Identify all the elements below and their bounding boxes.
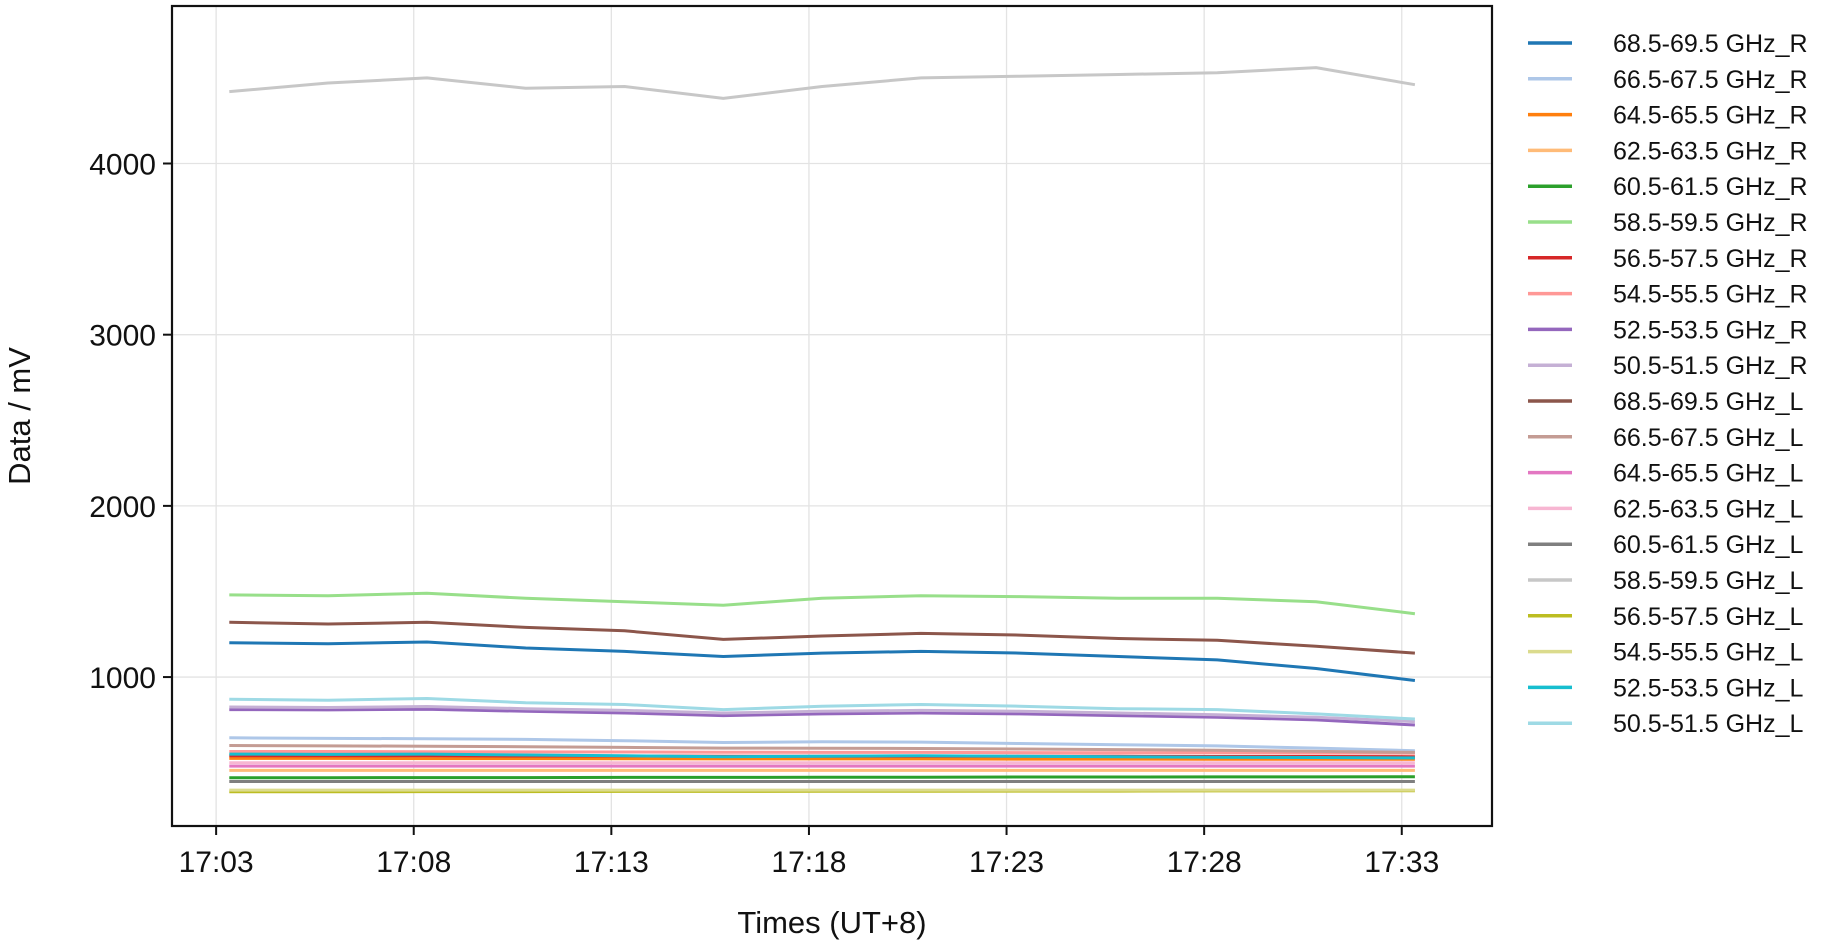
x-tick-label: 17:23 [969, 846, 1044, 879]
legend-label: 68.5-69.5 GHz_L [1613, 388, 1803, 416]
x-tick-label: 17:28 [1167, 846, 1242, 879]
x-tick-label: 17:33 [1364, 846, 1439, 879]
series-line [229, 66, 1416, 100]
legend-label: 66.5-67.5 GHz_R [1613, 66, 1808, 94]
series-line [229, 775, 1415, 780]
y-axis-label: Data / mV [2, 347, 37, 485]
legend-label: 64.5-65.5 GHz_L [1613, 460, 1803, 488]
x-tick-label: 17:13 [574, 846, 649, 879]
series-line [229, 752, 1415, 760]
series-line [229, 744, 1415, 754]
series-line [229, 756, 1415, 761]
y-tick-label: 3000 [89, 320, 156, 353]
legend-label: 50.5-51.5 GHz_L [1613, 710, 1803, 738]
y-tick-label: 1000 [89, 662, 156, 695]
legend-label: 60.5-61.5 GHz_L [1613, 531, 1803, 559]
legend-label: 54.5-55.5 GHz_R [1613, 281, 1808, 309]
series-line [229, 707, 1415, 727]
plot-frame [170, 4, 1494, 828]
series-lines [229, 66, 1416, 794]
legend: 68.5-69.5 GHz_R 66.5-67.5 GHz_R 64.5-65.5 … [1528, 30, 1808, 738]
series-line [229, 750, 1415, 755]
series-line [229, 705, 1415, 724]
legend-label: 62.5-63.5 GHz_R [1613, 137, 1808, 165]
series-line [229, 736, 1415, 753]
y-axis-ticks: 1000 2000 3000 4000 [89, 148, 172, 695]
grid [172, 6, 1492, 826]
legend-label: 54.5-55.5 GHz_L [1613, 639, 1803, 667]
legend-label: 52.5-53.5 GHz_R [1613, 316, 1808, 344]
legend-label: 58.5-59.5 GHz_R [1613, 209, 1808, 237]
legend-label: 52.5-53.5 GHz_L [1613, 674, 1803, 702]
series-line [229, 640, 1416, 682]
legend-label: 64.5-65.5 GHz_R [1613, 102, 1808, 130]
legend-label: 56.5-57.5 GHz_L [1613, 603, 1803, 631]
x-axis-label: Times (UT+8) [737, 905, 926, 940]
legend-label: 66.5-67.5 GHz_L [1613, 424, 1803, 452]
legend-label: 50.5-51.5 GHz_R [1613, 352, 1808, 380]
y-tick-label: 4000 [89, 148, 156, 181]
legend-label: 56.5-57.5 GHz_R [1613, 245, 1808, 273]
legend-label: 58.5-59.5 GHz_L [1613, 567, 1803, 595]
series-line [229, 697, 1415, 721]
y-tick-label: 2000 [89, 491, 156, 524]
x-axis-ticks: 17:03 17:08 17:13 17:18 17:23 17:28 17:33 [179, 826, 1439, 879]
legend-label: 60.5-61.5 GHz_R [1613, 173, 1808, 201]
legend-label: 68.5-69.5 GHz_R [1613, 30, 1808, 58]
x-tick-label: 17:03 [179, 846, 254, 879]
legend-label: 62.5-63.5 GHz_L [1613, 495, 1803, 523]
x-tick-label: 17:18 [771, 846, 846, 879]
x-tick-label: 17:08 [376, 846, 451, 879]
series-line [229, 620, 1416, 655]
series-line [229, 591, 1416, 616]
